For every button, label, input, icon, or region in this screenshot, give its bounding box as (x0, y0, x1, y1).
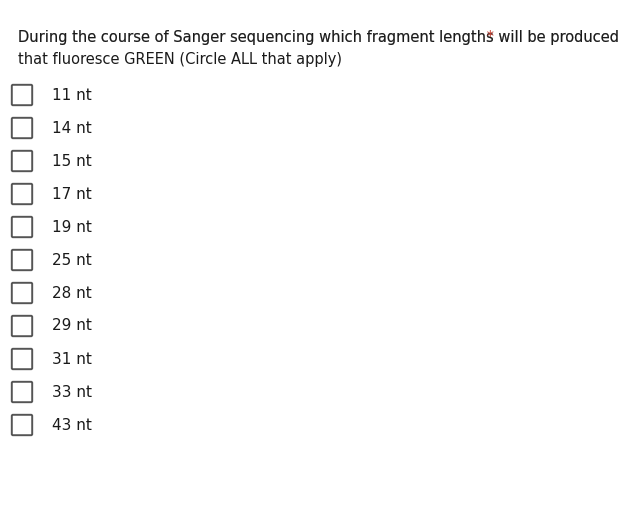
FancyBboxPatch shape (12, 85, 32, 105)
Text: 15 nt: 15 nt (52, 154, 92, 169)
FancyBboxPatch shape (12, 349, 32, 369)
Text: 25 nt: 25 nt (52, 252, 92, 268)
Text: 43 nt: 43 nt (52, 418, 92, 432)
Text: 11 nt: 11 nt (52, 87, 92, 103)
FancyBboxPatch shape (12, 415, 32, 435)
FancyBboxPatch shape (12, 382, 32, 402)
Text: During the course of Sanger sequencing which fragment lengths will be produced: During the course of Sanger sequencing w… (18, 30, 619, 45)
FancyBboxPatch shape (12, 250, 32, 270)
Text: that fluoresce GREEN (Circle ALL that apply): that fluoresce GREEN (Circle ALL that ap… (18, 52, 342, 67)
Text: During the course of Sanger sequencing which fragment lengths will be produced: During the course of Sanger sequencing w… (18, 30, 619, 45)
Text: 19 nt: 19 nt (52, 220, 92, 234)
FancyBboxPatch shape (12, 184, 32, 204)
Text: *: * (482, 30, 494, 45)
Text: 17 nt: 17 nt (52, 186, 92, 201)
FancyBboxPatch shape (12, 118, 32, 138)
Text: 28 nt: 28 nt (52, 285, 92, 300)
FancyBboxPatch shape (12, 217, 32, 237)
Text: 29 nt: 29 nt (52, 319, 92, 333)
Text: During the course of Sanger sequencing which fragment lengths will be produced *: During the course of Sanger sequencing w… (18, 30, 631, 45)
FancyBboxPatch shape (12, 283, 32, 303)
Text: 33 nt: 33 nt (52, 384, 92, 399)
FancyBboxPatch shape (12, 151, 32, 171)
Text: 31 nt: 31 nt (52, 351, 92, 367)
FancyBboxPatch shape (12, 316, 32, 336)
Text: 14 nt: 14 nt (52, 121, 92, 135)
